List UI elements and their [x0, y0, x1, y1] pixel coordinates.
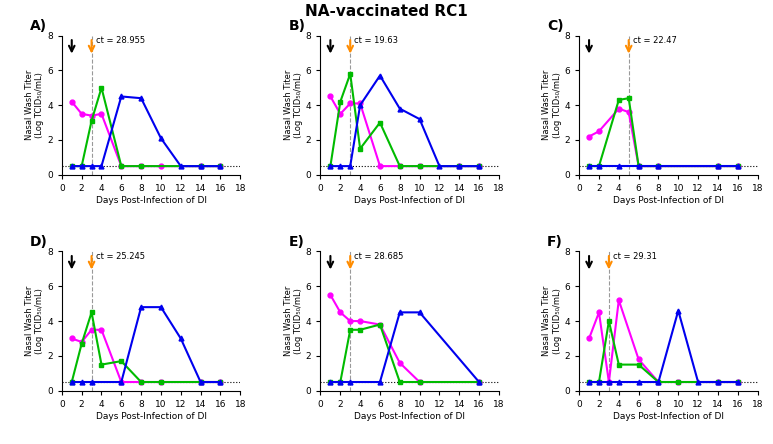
X-axis label: Days Post-Infection of DI: Days Post-Infection of DI: [613, 412, 724, 420]
X-axis label: Days Post-Infection of DI: Days Post-Infection of DI: [354, 412, 465, 420]
Y-axis label: Nasal Wash Titer
(Log TCID₅₀/mL): Nasal Wash Titer (Log TCID₅₀/mL): [25, 286, 44, 356]
Text: F): F): [547, 234, 563, 249]
X-axis label: Days Post-Infection of DI: Days Post-Infection of DI: [613, 196, 724, 205]
Y-axis label: Nasal Wash Titer
(Log TCID₅₀/mL): Nasal Wash Titer (Log TCID₅₀/mL): [542, 70, 562, 140]
X-axis label: Days Post-Infection of DI: Days Post-Infection of DI: [96, 412, 206, 420]
Text: B): B): [288, 19, 305, 33]
X-axis label: Days Post-Infection of DI: Days Post-Infection of DI: [354, 196, 465, 205]
Text: E): E): [288, 234, 305, 249]
Text: C): C): [547, 19, 564, 33]
Text: ct = 28.685: ct = 28.685: [354, 252, 404, 261]
Y-axis label: Nasal Wash Titer
(Log TCID₅₀/mL): Nasal Wash Titer (Log TCID₅₀/mL): [542, 286, 562, 356]
Y-axis label: Nasal Wash Titer
(Log TCID₅₀/mL): Nasal Wash Titer (Log TCID₅₀/mL): [25, 70, 44, 140]
Text: ct = 22.47: ct = 22.47: [632, 36, 676, 45]
Y-axis label: Nasal Wash Titer
(Log TCID₅₀/mL): Nasal Wash Titer (Log TCID₅₀/mL): [284, 286, 303, 356]
Text: ct = 25.245: ct = 25.245: [96, 252, 145, 261]
Text: D): D): [29, 234, 48, 249]
Text: NA-vaccinated RC1: NA-vaccinated RC1: [305, 4, 468, 20]
Text: ct = 28.955: ct = 28.955: [96, 36, 145, 45]
Y-axis label: Nasal Wash Titer
(Log TCID₅₀/mL): Nasal Wash Titer (Log TCID₅₀/mL): [284, 70, 303, 140]
X-axis label: Days Post-Infection of DI: Days Post-Infection of DI: [96, 196, 206, 205]
Text: ct = 19.63: ct = 19.63: [354, 36, 398, 45]
Text: A): A): [29, 19, 47, 33]
Text: ct = 29.31: ct = 29.31: [613, 252, 657, 261]
